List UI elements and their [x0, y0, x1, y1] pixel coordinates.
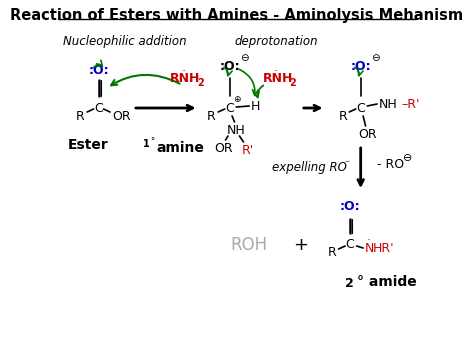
Text: :O:: :O:	[88, 64, 109, 77]
Text: expelling RO: expelling RO	[272, 162, 347, 175]
Text: ⊖: ⊖	[371, 53, 380, 63]
Text: 2: 2	[346, 277, 354, 290]
Text: H: H	[251, 99, 261, 113]
Text: ··: ··	[366, 237, 371, 245]
Text: NH: NH	[379, 98, 397, 110]
Text: C: C	[346, 238, 355, 252]
Text: R: R	[338, 110, 347, 122]
Text: Ester: Ester	[68, 138, 109, 152]
Text: 2: 2	[197, 78, 204, 88]
Text: Reaction of Esters with Amines - Aminolysis Mehanism: Reaction of Esters with Amines - Aminoly…	[10, 8, 464, 23]
Text: ⁻: ⁻	[344, 159, 349, 169]
Text: 2: 2	[290, 78, 296, 88]
Text: C: C	[94, 102, 103, 114]
Text: RNH: RNH	[170, 73, 200, 86]
Text: amine: amine	[156, 141, 204, 155]
Text: 1: 1	[143, 139, 149, 149]
Text: - RO: - RO	[377, 159, 404, 171]
Text: R': R'	[242, 143, 254, 156]
Text: ° amide: ° amide	[356, 275, 416, 289]
Text: OR: OR	[112, 110, 131, 122]
Text: ⊕: ⊕	[233, 95, 241, 105]
Text: OR: OR	[214, 142, 232, 155]
Text: N: N	[365, 242, 374, 256]
Text: RNH: RNH	[263, 73, 293, 86]
Text: ⊖: ⊖	[403, 153, 413, 163]
Text: R: R	[76, 110, 85, 122]
Text: :O:: :O:	[350, 60, 371, 73]
Text: ··: ··	[273, 68, 278, 74]
Text: Nucleophilic addition: Nucleophilic addition	[63, 35, 187, 48]
Text: OR: OR	[358, 127, 376, 140]
Text: +: +	[293, 236, 309, 254]
Text: R: R	[207, 110, 216, 122]
Text: ⊖: ⊖	[240, 53, 249, 63]
Text: ROH: ROH	[231, 236, 268, 254]
Text: NH: NH	[227, 123, 246, 136]
Text: ··: ··	[182, 68, 186, 74]
Text: C: C	[225, 102, 234, 114]
Text: HR': HR'	[373, 242, 394, 256]
Text: deprotonation: deprotonation	[235, 35, 318, 48]
Text: R: R	[328, 246, 337, 260]
Text: :O:: :O:	[219, 60, 240, 73]
Text: °: °	[150, 137, 155, 146]
Text: C: C	[356, 102, 365, 114]
Text: –R': –R'	[401, 98, 420, 110]
Text: :O:: :O:	[340, 200, 360, 213]
